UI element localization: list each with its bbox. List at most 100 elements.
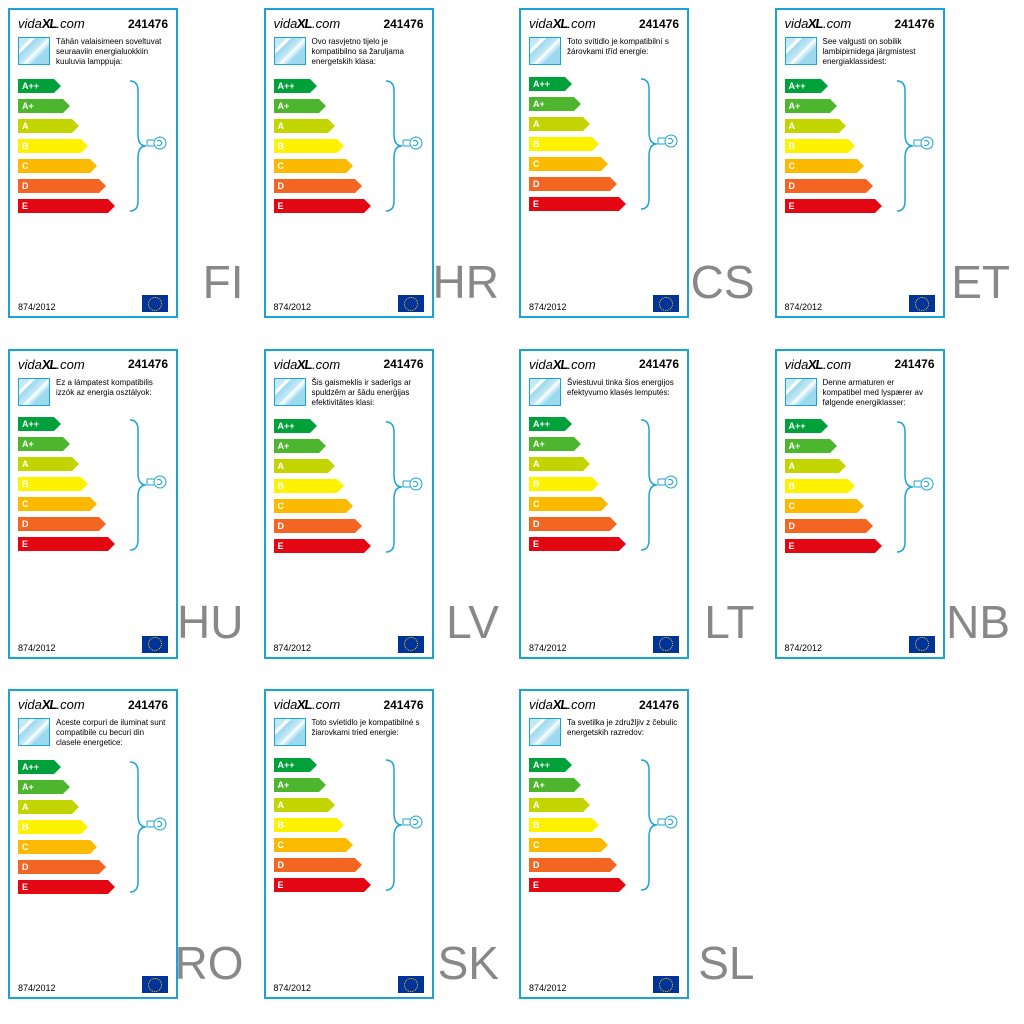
label-footer: 874/2012 <box>777 632 943 657</box>
energy-bar: A <box>274 459 328 473</box>
lamp-icon <box>529 37 561 65</box>
product-number: 241476 <box>639 17 679 31</box>
energy-class-label: C <box>278 840 285 850</box>
energy-class-label: D <box>22 519 29 529</box>
language-code: ET <box>951 255 1010 309</box>
energy-bar: E <box>529 197 619 211</box>
energy-bar: A <box>785 459 839 473</box>
description-text: Šviestuvui tinka šios energijos efektyvu… <box>567 378 679 406</box>
energy-class-label: A+ <box>278 101 290 111</box>
info-row: Ovo rasvjetno tijelo je kompatibilno sa … <box>266 35 432 73</box>
info-row: Tähän valaisimeen soveltuvat seuraaviin … <box>10 35 176 73</box>
energy-bar: A++ <box>529 758 565 772</box>
description-text: Toto svítidlo je kompatibilní s žárovkam… <box>567 37 679 65</box>
lamp-icon <box>529 718 561 746</box>
description-text: See valgusti on sobilik lambipirnidega j… <box>823 37 935 67</box>
energy-label: vidaXL.com241476Ez a lámpatest kompatibi… <box>8 349 178 659</box>
product-number: 241476 <box>383 698 423 712</box>
brand-logo: vidaXL.com <box>529 16 596 31</box>
energy-label: vidaXL.com241476Šviestuvui tinka šios en… <box>519 349 689 659</box>
product-number: 241476 <box>128 17 168 31</box>
energy-class-label: A <box>789 121 796 131</box>
energy-bar: A++ <box>18 417 54 431</box>
description-text: Denne armaturen er kompatibel med lyspær… <box>823 378 935 408</box>
energy-class-label: C <box>22 161 29 171</box>
brand-logo: vidaXL.com <box>18 697 85 712</box>
label-footer: 874/2012 <box>777 291 943 316</box>
language-code: HU <box>177 595 243 649</box>
energy-class-label: A++ <box>22 419 39 429</box>
energy-label: vidaXL.com 241476 See valgusti on sobilik … <box>775 8 945 318</box>
energy-bars: A++A+ABCDE <box>521 71 687 291</box>
brand-logo: vidaXL.com <box>785 16 852 31</box>
energy-bar: A++ <box>785 79 821 93</box>
bulb-icon <box>144 135 168 151</box>
label-header: vidaXL.com 241476 <box>777 351 943 376</box>
description-text: Ovo rasvjetno tijelo je kompatibilno sa … <box>312 37 424 67</box>
energy-bar: A <box>274 119 328 133</box>
energy-class-label: A <box>533 800 540 810</box>
energy-class-label: A++ <box>278 81 295 91</box>
energy-bar: D <box>529 177 610 191</box>
energy-bar: C <box>529 838 601 852</box>
energy-bar: B <box>529 818 592 832</box>
energy-bar: D <box>529 858 610 872</box>
info-row: Ta svetilka je združljiv z čebulic energ… <box>521 716 687 752</box>
label-header: vidaXL.com241476 <box>10 691 176 716</box>
energy-class-label: D <box>22 181 29 191</box>
energy-bar: A <box>529 798 583 812</box>
product-number: 241476 <box>639 357 679 371</box>
energy-class-label: E <box>533 880 539 890</box>
label-header: vidaXL.com241476 <box>10 351 176 376</box>
energy-class-label: E <box>533 199 539 209</box>
energy-class-label: A+ <box>22 782 34 792</box>
energy-class-label: E <box>789 541 795 551</box>
energy-bar: A <box>18 119 72 133</box>
energy-class-label: A+ <box>533 99 545 109</box>
energy-class-label: B <box>278 820 285 830</box>
product-number: 241476 <box>894 17 934 31</box>
brand-logo: vidaXL.com <box>18 357 85 372</box>
eu-flag-icon <box>398 636 424 653</box>
brand-logo: vidaXL.com <box>274 16 341 31</box>
energy-class-label: B <box>789 481 796 491</box>
brand-logo: vidaXL.com <box>785 357 852 372</box>
energy-label: vidaXL.com 241476 Toto svítidlo je kompati… <box>519 8 689 318</box>
energy-bar: C <box>18 497 90 511</box>
label-footer: 874/2012 <box>10 632 176 657</box>
energy-bar: E <box>18 199 108 213</box>
regulation-text: 874/2012 <box>785 302 823 312</box>
energy-bar: B <box>529 477 592 491</box>
energy-bar: A++ <box>529 417 565 431</box>
bulb-icon <box>400 476 424 492</box>
energy-class-label: D <box>278 860 285 870</box>
eu-flag-icon <box>653 976 679 993</box>
energy-class-label: A+ <box>789 441 801 451</box>
lamp-icon <box>18 378 50 406</box>
energy-class-label: B <box>22 479 29 489</box>
energy-bar: B <box>274 818 337 832</box>
energy-bar: D <box>18 179 99 193</box>
energy-bars: A++A+ABCDE <box>777 73 943 291</box>
energy-bar: D <box>785 179 866 193</box>
energy-class-label: E <box>22 882 28 892</box>
label-cell: vidaXL.com 241476 Toto svítidlo je kompati… <box>515 4 765 339</box>
energy-class-label: C <box>22 499 29 509</box>
product-number: 241476 <box>894 357 934 371</box>
energy-bar: D <box>18 860 99 874</box>
energy-bar: A <box>785 119 839 133</box>
label-header: vidaXL.com241476 <box>266 351 432 376</box>
regulation-text: 874/2012 <box>529 643 567 653</box>
description-text: Šis gaismeklis ir saderīgs ar spuldzēm a… <box>312 378 424 408</box>
energy-class-label: A++ <box>278 760 295 770</box>
energy-bar: A++ <box>274 758 310 772</box>
lamp-icon <box>18 718 50 746</box>
energy-class-label: A <box>533 119 540 129</box>
energy-bar: E <box>274 878 364 892</box>
energy-class-label: A+ <box>533 439 545 449</box>
energy-class-label: B <box>22 141 29 151</box>
energy-class-label: B <box>278 481 285 491</box>
label-header: vidaXL.com241476 <box>10 10 176 35</box>
energy-bar: E <box>274 199 364 213</box>
energy-class-label: A <box>22 121 29 131</box>
